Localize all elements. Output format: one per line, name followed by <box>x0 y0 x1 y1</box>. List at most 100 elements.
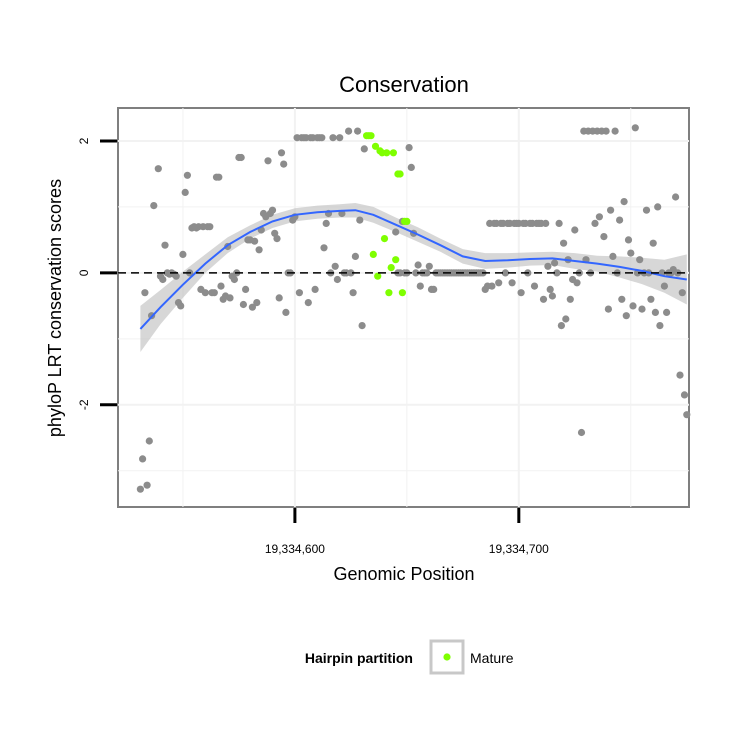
point-other <box>624 236 633 244</box>
point-other <box>642 206 651 214</box>
legend-key-mature <box>443 653 451 661</box>
point-other <box>239 300 247 309</box>
point-other <box>600 233 608 241</box>
point-other <box>320 244 328 252</box>
legend-label-mature: Mature <box>470 650 514 666</box>
point-other <box>557 322 566 330</box>
point-other <box>230 275 238 284</box>
point-other <box>551 259 559 267</box>
point-other <box>683 411 691 419</box>
point-mature <box>389 149 397 157</box>
point-other <box>253 299 261 307</box>
point-other <box>354 127 362 135</box>
point-other <box>242 285 250 293</box>
point-mature <box>392 256 400 264</box>
chart-title: Conservation <box>339 72 469 97</box>
point-other <box>150 202 158 210</box>
point-other <box>360 145 368 153</box>
point-other <box>577 428 586 437</box>
legend-key-box <box>429 639 465 675</box>
point-other <box>154 165 162 173</box>
point-other <box>544 262 552 270</box>
point-other <box>311 285 319 293</box>
point-other <box>358 322 366 330</box>
point-other <box>611 127 619 135</box>
x-tick-label: 19,334,700 <box>489 542 549 556</box>
point-other <box>663 308 671 316</box>
point-other <box>304 299 312 307</box>
point-other <box>295 289 303 297</box>
smooth-line <box>139 209 687 330</box>
point-other <box>345 127 353 135</box>
point-other <box>237 153 245 162</box>
data-points <box>136 124 691 493</box>
point-other <box>678 289 686 297</box>
point-other <box>542 219 550 227</box>
point-other <box>336 134 344 142</box>
point-other <box>423 269 431 277</box>
point-other <box>405 144 413 152</box>
point-other <box>143 481 151 489</box>
point-other <box>631 124 639 132</box>
point-other <box>620 198 628 206</box>
point-other <box>555 219 563 227</box>
point-other <box>595 213 604 221</box>
point-other <box>573 279 581 287</box>
point-other <box>647 295 655 303</box>
point-other <box>226 294 234 302</box>
point-mature <box>369 250 377 258</box>
point-other <box>636 256 644 264</box>
x-axis-title: Genomic Position <box>333 564 474 584</box>
point-other <box>627 249 635 257</box>
point-other <box>139 455 147 463</box>
point-other <box>609 252 617 260</box>
point-other <box>356 216 364 224</box>
point-mature <box>383 149 391 157</box>
point-other <box>251 237 259 245</box>
point-other <box>530 282 539 290</box>
point-other <box>351 252 359 260</box>
point-other <box>649 239 657 247</box>
point-other <box>264 157 272 165</box>
point-other <box>539 295 548 303</box>
point-other <box>333 275 341 284</box>
point-other <box>181 188 189 196</box>
point-other <box>407 163 415 171</box>
x-tick-label: 19,334,600 <box>265 542 325 556</box>
point-other <box>268 206 277 214</box>
point-other <box>280 160 288 168</box>
point-other <box>282 308 290 316</box>
point-other <box>141 289 149 297</box>
point-other <box>616 216 624 224</box>
point-other <box>329 134 337 142</box>
point-mature <box>371 142 380 150</box>
point-other <box>553 269 561 277</box>
point-other <box>217 282 225 290</box>
point-other <box>179 250 187 258</box>
point-other <box>654 203 662 211</box>
point-other <box>425 262 433 270</box>
legend-title: Hairpin partition <box>305 650 413 666</box>
point-other <box>672 193 680 201</box>
point-mature <box>396 170 404 178</box>
point-mature <box>374 272 382 280</box>
point-mature <box>398 289 406 297</box>
y-axis-title: phyloP LRT conservation scores <box>45 179 65 437</box>
point-other <box>416 282 424 290</box>
point-other <box>255 246 263 254</box>
point-other <box>660 282 669 290</box>
point-other <box>349 289 357 297</box>
point-other <box>501 269 509 277</box>
point-other <box>607 206 615 214</box>
point-other <box>562 315 570 323</box>
point-other <box>517 289 525 297</box>
point-other <box>676 371 684 379</box>
point-other <box>412 269 420 277</box>
point-other <box>622 312 630 320</box>
point-other <box>277 149 286 157</box>
y-tick-label: 2 <box>77 137 91 144</box>
point-other <box>215 173 223 181</box>
point-other <box>275 294 283 302</box>
point-other <box>322 219 330 227</box>
point-other <box>347 269 355 277</box>
